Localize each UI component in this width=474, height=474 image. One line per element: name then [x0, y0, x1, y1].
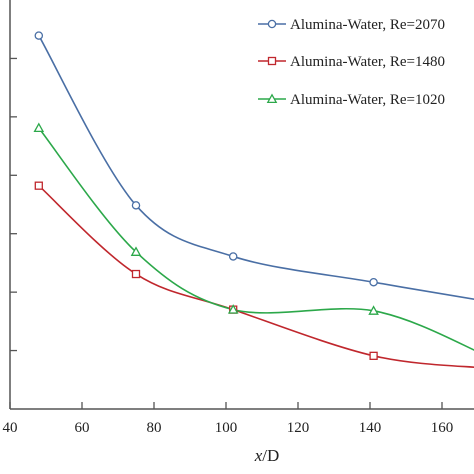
- legend-marker-1: [267, 56, 277, 66]
- series-1-point-3: [369, 351, 378, 360]
- series-2-point-0: [33, 122, 45, 133]
- x-tick-label-2: 80: [147, 420, 162, 436]
- x-tick-label-5: 140: [359, 420, 382, 436]
- legend-marker-2: [266, 93, 278, 104]
- series-markers: [33, 31, 379, 360]
- series-0-point-0: [34, 31, 44, 40]
- x-tick-label-3: 100: [215, 420, 238, 436]
- series-2-point-2: [227, 304, 239, 314]
- series-line-2: [38, 127, 474, 351]
- x-ticks: 40 60 80 100 120 140 160: [3, 402, 454, 436]
- legend-label-1: Alumina-Water, Re=1480: [290, 54, 445, 70]
- legend-marker-0: [267, 19, 277, 29]
- x-axis-label: x/D: [254, 446, 280, 465]
- legend: Alumina-Water, Re=2070 Alumina-Water, Re=…: [258, 17, 445, 108]
- series-2-point-1: [130, 246, 142, 256]
- x-tick-label-6: 160: [431, 420, 454, 436]
- series-lines: [38, 35, 474, 369]
- series-0-point-3: [369, 277, 378, 287]
- plot-area: [9, 0, 474, 410]
- x-tick-label-4: 120: [287, 420, 310, 436]
- series-2-point-3: [368, 305, 379, 315]
- legend-label-2: Alumina-Water, Re=1020: [290, 92, 445, 108]
- series-1-point-0: [34, 181, 43, 190]
- series-1-point-1: [131, 269, 141, 279]
- series-0-point-1: [131, 201, 141, 210]
- x-tick-label-0: 40: [3, 420, 18, 436]
- series-0-point-2: [228, 252, 238, 261]
- x-tick-label-1: 60: [75, 420, 90, 436]
- series-line-1: [38, 185, 474, 369]
- series-line-0: [38, 35, 474, 300]
- y-ticks: [10, 57, 17, 352]
- legend-label-0: Alumina-Water, Re=2070: [290, 17, 445, 33]
